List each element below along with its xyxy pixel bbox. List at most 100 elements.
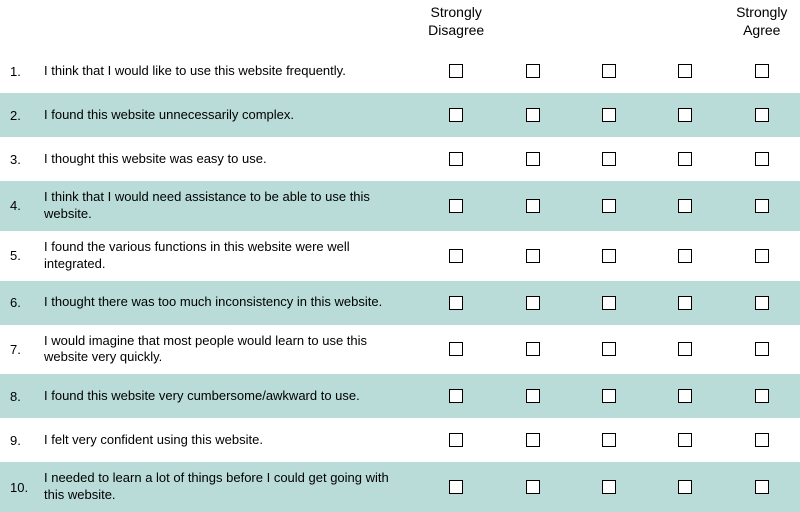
option-cell	[494, 342, 570, 356]
option-group	[418, 199, 800, 213]
question-text: I found this website very cumbersome/awk…	[44, 388, 418, 405]
checkbox[interactable]	[678, 480, 692, 494]
checkbox[interactable]	[602, 296, 616, 310]
checkbox[interactable]	[449, 108, 463, 122]
checkbox[interactable]	[755, 433, 769, 447]
checkbox[interactable]	[602, 249, 616, 263]
checkbox[interactable]	[678, 199, 692, 213]
checkbox[interactable]	[755, 108, 769, 122]
option-cell	[724, 249, 800, 263]
checkbox[interactable]	[449, 249, 463, 263]
option-cell	[494, 64, 570, 78]
question-row: 5.I found the various functions in this …	[0, 231, 800, 281]
checkbox[interactable]	[602, 152, 616, 166]
checkbox[interactable]	[602, 342, 616, 356]
question-row: 7.I would imagine that most people would…	[0, 325, 800, 375]
option-cell	[494, 108, 570, 122]
checkbox[interactable]	[755, 64, 769, 78]
option-cell	[647, 108, 723, 122]
checkbox[interactable]	[755, 249, 769, 263]
checkbox[interactable]	[678, 108, 692, 122]
question-text: I found this website unnecessarily compl…	[44, 107, 418, 124]
option-cell	[418, 389, 494, 403]
option-cell	[494, 249, 570, 263]
checkbox[interactable]	[602, 199, 616, 213]
checkbox[interactable]	[755, 152, 769, 166]
checkbox[interactable]	[602, 433, 616, 447]
checkbox[interactable]	[678, 64, 692, 78]
question-text: I felt very confident using this website…	[44, 432, 418, 449]
question-rows: 1.I think that I would like to use this …	[0, 49, 800, 512]
scale-label-right: Strongly Agree	[724, 4, 800, 41]
checkbox[interactable]	[678, 152, 692, 166]
scale-label-blank-2	[494, 4, 570, 41]
option-cell	[494, 480, 570, 494]
checkbox[interactable]	[449, 199, 463, 213]
question-text: I think that I would like to use this we…	[44, 63, 418, 80]
checkbox[interactable]	[526, 64, 540, 78]
scale-labels: Strongly Disagree Strongly Agree	[418, 4, 800, 41]
checkbox[interactable]	[449, 296, 463, 310]
checkbox[interactable]	[755, 342, 769, 356]
question-row: 2.I found this website unnecessarily com…	[0, 93, 800, 137]
option-cell	[418, 108, 494, 122]
question-row: 3.I thought this website was easy to use…	[0, 137, 800, 181]
checkbox[interactable]	[449, 342, 463, 356]
checkbox[interactable]	[526, 249, 540, 263]
checkbox[interactable]	[449, 152, 463, 166]
option-cell	[647, 480, 723, 494]
checkbox[interactable]	[678, 249, 692, 263]
checkbox[interactable]	[526, 433, 540, 447]
checkbox[interactable]	[526, 108, 540, 122]
checkbox[interactable]	[449, 64, 463, 78]
checkbox[interactable]	[602, 108, 616, 122]
option-cell	[418, 433, 494, 447]
checkbox[interactable]	[602, 389, 616, 403]
option-cell	[571, 342, 647, 356]
checkbox[interactable]	[678, 433, 692, 447]
question-row: 10.I needed to learn a lot of things bef…	[0, 462, 800, 512]
option-cell	[494, 389, 570, 403]
survey-table: Strongly Disagree Strongly Agree 1.I thi…	[0, 0, 800, 512]
checkbox[interactable]	[755, 199, 769, 213]
option-cell	[571, 480, 647, 494]
option-group	[418, 433, 800, 447]
option-cell	[571, 433, 647, 447]
checkbox[interactable]	[526, 296, 540, 310]
question-number: 6.	[0, 295, 44, 310]
checkbox[interactable]	[678, 296, 692, 310]
option-cell	[647, 433, 723, 447]
checkbox[interactable]	[678, 389, 692, 403]
question-text: I thought this website was easy to use.	[44, 151, 418, 168]
option-cell	[647, 389, 723, 403]
option-cell	[724, 152, 800, 166]
checkbox[interactable]	[678, 342, 692, 356]
checkbox[interactable]	[755, 389, 769, 403]
option-cell	[418, 152, 494, 166]
checkbox[interactable]	[755, 296, 769, 310]
checkbox[interactable]	[602, 480, 616, 494]
checkbox[interactable]	[526, 199, 540, 213]
scale-label-blank-4	[647, 4, 723, 41]
checkbox[interactable]	[449, 480, 463, 494]
option-group	[418, 108, 800, 122]
checkbox[interactable]	[602, 64, 616, 78]
question-number: 3.	[0, 152, 44, 167]
option-cell	[418, 342, 494, 356]
question-text: I needed to learn a lot of things before…	[44, 470, 418, 504]
scale-label-blank-3	[571, 4, 647, 41]
option-cell	[724, 296, 800, 310]
checkbox[interactable]	[526, 480, 540, 494]
option-group	[418, 296, 800, 310]
question-number: 5.	[0, 248, 44, 263]
checkbox[interactable]	[755, 480, 769, 494]
question-number: 10.	[0, 480, 44, 495]
checkbox[interactable]	[449, 433, 463, 447]
checkbox[interactable]	[526, 342, 540, 356]
checkbox[interactable]	[526, 152, 540, 166]
option-group	[418, 480, 800, 494]
checkbox[interactable]	[449, 389, 463, 403]
option-cell	[571, 64, 647, 78]
option-group	[418, 64, 800, 78]
checkbox[interactable]	[526, 389, 540, 403]
